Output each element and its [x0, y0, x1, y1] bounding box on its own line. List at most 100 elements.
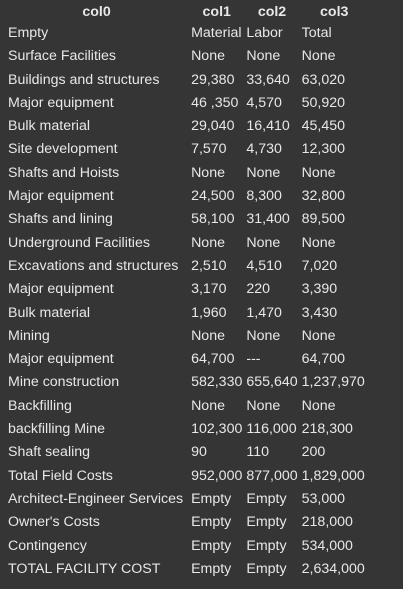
table-cell-col0: Shafts and Hoists — [8, 164, 120, 181]
table-cell-col1: 7,570 — [191, 141, 227, 158]
table-cell-col3: 89,500 — [301, 211, 346, 228]
table-cell-col3: 1,237,970 — [301, 374, 365, 391]
table-row: Underground Facilities None None None — [4, 232, 369, 255]
table-cell-col3: 534,000 — [301, 537, 353, 554]
table-cell-col0: Shafts and lining — [8, 211, 113, 228]
table-cell-col0: Owner's Costs — [8, 514, 100, 531]
table-cell-col2: 8,300 — [246, 188, 282, 205]
table-cell-col2: None — [246, 327, 281, 344]
table-row: backfilling Mine 102,300 116,000 218,300 — [4, 418, 369, 441]
table-cell-col1: None — [191, 234, 225, 251]
table-cell-col0: Major equipment — [8, 281, 114, 298]
table-header: col0 col1 col2 col3 — [4, 2, 369, 22]
table-cell-col1: 3,170 — [191, 281, 227, 298]
table-cell-col3: 32,800 — [301, 188, 346, 205]
table-cell-col1: 64,700 — [191, 351, 235, 368]
table-cell-col1: 952,000 — [191, 467, 243, 484]
table-cell-col2: 4,570 — [246, 94, 282, 111]
table-cell-col2: 4,510 — [246, 257, 282, 274]
table-cell-col3: Total — [301, 25, 332, 41]
table-cell-col3: 3,430 — [301, 304, 338, 321]
table-cell-col1: 1,960 — [191, 304, 227, 321]
table-row: Shafts and Hoists None None None — [4, 162, 369, 185]
table-cell-col2: 33,640 — [246, 71, 290, 88]
table-row: Contingency Empty Empty 534,000 — [4, 535, 369, 558]
table-cell-col3: 50,920 — [301, 94, 346, 111]
table-cell-col0: Mining — [8, 327, 50, 344]
cost-table: col0 col1 col2 col3 Empty Material Labor To… — [4, 2, 369, 581]
table-cell-col1: 29,380 — [191, 71, 235, 88]
table-cell-col3: 64,700 — [301, 351, 346, 368]
table-row: Buildings and structures 29,380 33,640 63,0… — [4, 69, 369, 92]
table-cell-col0: Site development — [8, 141, 118, 158]
table-row: Major equipment 24,500 8,300 32,800 — [4, 185, 369, 208]
table-cell-col1: None — [191, 164, 225, 181]
table-cell-col3: None — [301, 397, 336, 414]
table-cell-col2: 16,410 — [246, 118, 290, 135]
header-row: col0 col1 col2 col3 — [4, 2, 369, 22]
table-cell-col2: None — [246, 234, 281, 251]
table-cell-col3: 63,020 — [301, 71, 346, 88]
table-cell-col3: 1,829,000 — [301, 467, 365, 484]
column-header-col2: col2 — [257, 4, 287, 20]
table-cell-col0: Bulk material — [8, 118, 91, 135]
table-cell-col0: Buildings and structures — [8, 71, 160, 88]
table-cell-col1: 24,500 — [191, 188, 235, 205]
table-cell-col3: 2,634,000 — [301, 560, 365, 577]
table-cell-col3: 12,300 — [301, 141, 346, 158]
table-row: Mining None None None — [4, 325, 369, 348]
table-cell-col2: 220 — [246, 281, 271, 298]
table-cell-col3: 45,450 — [301, 118, 346, 135]
table-cell-col3: 7,020 — [301, 257, 338, 274]
table-row: Bulk material 1,960 1,470 3,430 — [4, 302, 369, 325]
table-cell-col3: None — [301, 164, 336, 181]
table-cell-col1: 29,040 — [191, 118, 235, 135]
table-cell-col1: 582,330 — [191, 374, 243, 391]
table-cell-col0: Major equipment — [8, 188, 114, 205]
table-row: Empty Material Labor Total — [4, 22, 369, 45]
table-row: Shaft sealing 90 110 200 — [4, 441, 369, 464]
table-cell-col0: Backfilling — [8, 397, 72, 414]
table-cell-col2: --- — [246, 351, 261, 368]
table-cell-col2: 110 — [246, 444, 269, 461]
table-row: Total Field Costs 952,000 877,000 1,829,000 — [4, 465, 369, 488]
table-row: Surface Facilities None None None — [4, 45, 369, 68]
column-header-col3: col3 — [320, 4, 349, 20]
table-row: Bulk material 29,040 16,410 45,450 — [4, 115, 369, 138]
table-cell-col2: Labor — [246, 25, 283, 41]
table-row: Owner's Costs Empty Empty 218,000 — [4, 511, 369, 534]
table-cell-col1: 90 — [191, 444, 207, 461]
table-cell-col0: Mine construction — [8, 374, 120, 391]
table-body: Empty Material Labor Total Surface Facilitie… — [4, 22, 369, 581]
table-cell-col0: Underground Facilities — [8, 234, 150, 251]
table-row: Site development 7,570 4,730 12,300 — [4, 138, 369, 161]
table-cell-col3: 200 — [301, 444, 326, 461]
table-cell-col2: Empty — [246, 514, 287, 531]
table-cell-col0: TOTAL FACILITY COST — [8, 560, 161, 577]
table-row: Major equipment 64,700 --- 64,700 — [4, 348, 369, 371]
table-cell-col2: None — [246, 397, 281, 414]
table-cell-col0: Surface Facilities — [8, 48, 117, 65]
table-cell-col0: backfilling Mine — [8, 421, 105, 438]
table-cell-col1: Empty — [191, 490, 232, 507]
table-cell-col0: Architect-Engineer Services — [8, 490, 184, 507]
table-cell-col3: 3,390 — [301, 281, 338, 298]
table-cell-col2: Empty — [246, 560, 287, 577]
table-cell-col1: 46 ,350 — [191, 94, 239, 111]
table-cell-col2: 31,400 — [246, 211, 290, 228]
table-cell-col0: Contingency — [8, 537, 87, 554]
table-row: Mine construction 582,330 655,640 1,237,970 — [4, 371, 369, 394]
table-row: Shafts and lining 58,100 31,400 89,500 — [4, 208, 369, 231]
table-cell-col0: Major equipment — [8, 94, 114, 111]
table-cell-col2: 877,000 — [246, 467, 298, 484]
table-row: Architect-Engineer Services Empty Empty 53,… — [4, 488, 369, 511]
table-cell-col0: Bulk material — [8, 304, 91, 321]
table-cell-col1: 58,100 — [191, 211, 235, 228]
table-cell-col1: Empty — [191, 514, 232, 531]
column-header-col0: col0 — [82, 4, 111, 20]
table-row: Major equipment 46 ,350 4,570 50,920 — [4, 92, 369, 115]
table-cell-col2: 655,640 — [246, 374, 298, 391]
table-cell-col0: Major equipment — [8, 351, 114, 368]
table-cell-col1: None — [191, 327, 225, 344]
